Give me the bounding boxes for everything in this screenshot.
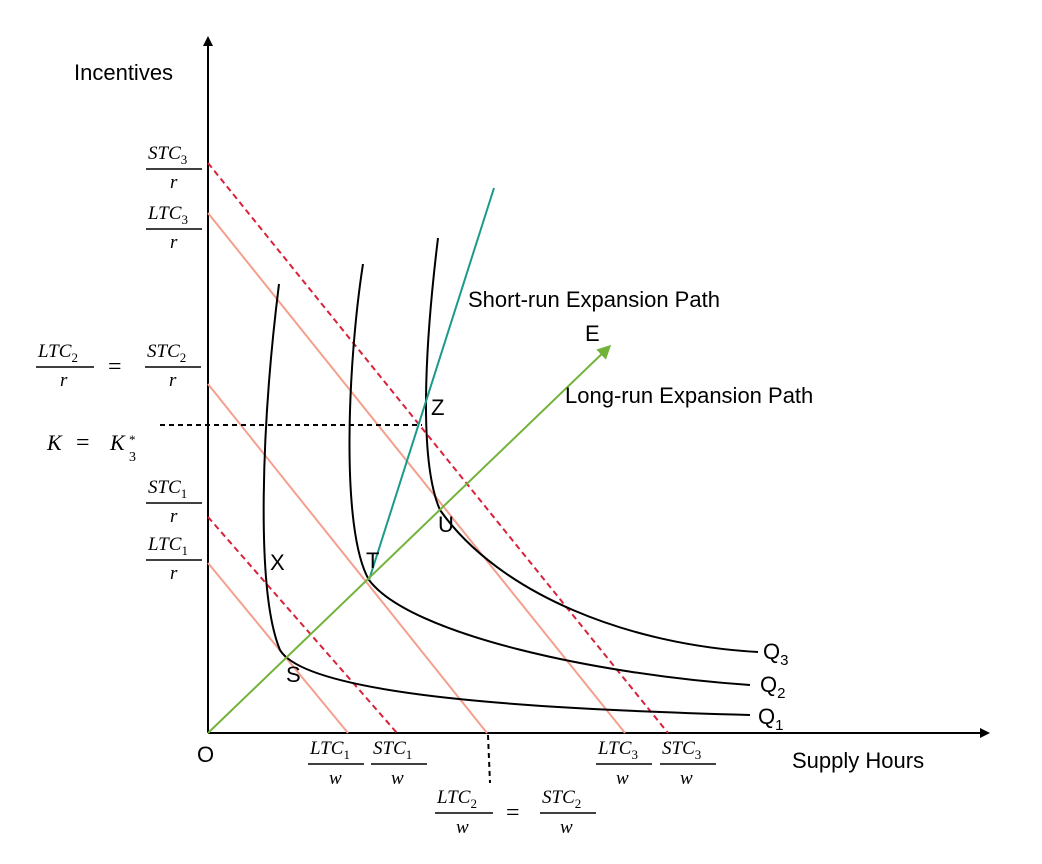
svg-text:*: * xyxy=(129,432,136,447)
svg-text:LTC3: LTC3 xyxy=(147,203,188,227)
svg-text:STC3: STC3 xyxy=(148,143,187,167)
y-tick-ltc1: LTC1 r xyxy=(146,534,202,584)
isocost-long-run-1 xyxy=(207,562,349,734)
svg-text:w: w xyxy=(391,768,404,789)
isocost-short-run-1 xyxy=(207,516,398,734)
short-run-expansion-path xyxy=(368,187,495,581)
isoquant-label-q2: Q2 xyxy=(760,672,785,702)
svg-text:LTC1: LTC1 xyxy=(309,738,350,762)
svg-text:r: r xyxy=(170,232,178,253)
guide-ltc2 xyxy=(487,734,491,784)
x-tick-ltc2-stc2: LTC2 w = STC2 w xyxy=(435,787,596,838)
isoquant-q3 xyxy=(425,237,759,653)
x-tick-stc1: STC1 w xyxy=(371,738,427,789)
svg-text:=: = xyxy=(76,430,90,456)
y-tick-stc3: STC3 r xyxy=(146,143,202,193)
isoquant-q1 xyxy=(262,283,751,716)
point-label-z: Z xyxy=(431,395,444,420)
point-label-x: X xyxy=(270,550,285,575)
point-label-e: E xyxy=(585,321,600,346)
y-tick-stc1: STC1 r xyxy=(146,477,202,527)
point-label-u: U xyxy=(438,512,454,537)
x-axis-label: Supply Hours xyxy=(792,748,924,773)
svg-text:LTC2: LTC2 xyxy=(436,787,477,811)
svg-text:LTC3: LTC3 xyxy=(597,738,638,762)
origin-label: O xyxy=(197,742,214,767)
svg-text:STC1: STC1 xyxy=(373,738,412,762)
x-tick-stc3: STC3 w xyxy=(660,738,716,789)
svg-text:w: w xyxy=(456,817,469,838)
svg-text:STC3: STC3 xyxy=(662,738,701,762)
svg-text:STC2: STC2 xyxy=(542,787,581,811)
svg-text:=: = xyxy=(108,354,122,380)
svg-text:K: K xyxy=(46,430,63,455)
isoquant-label-q1: Q1 xyxy=(758,704,783,734)
isocost-long-run-2 xyxy=(207,383,488,734)
svg-text:r: r xyxy=(169,370,177,391)
svg-text:r: r xyxy=(170,172,178,193)
long-run-expansion-path xyxy=(207,344,612,734)
isoquant-label-q3: Q3 xyxy=(763,639,788,669)
point-label-s: S xyxy=(286,662,301,687)
y-axis-label: Incentives xyxy=(74,60,173,85)
svg-text:STC1: STC1 xyxy=(148,477,187,501)
svg-text:r: r xyxy=(60,370,68,391)
long-run-path-label: Long-run Expansion Path xyxy=(565,383,813,408)
y-tick-ltc3: LTC3 r xyxy=(146,203,202,253)
svg-text:w: w xyxy=(560,817,573,838)
x-tick-ltc3: LTC3 w xyxy=(596,738,652,789)
point-label-t: T xyxy=(366,548,379,573)
isocost-short-run-3 xyxy=(207,162,669,734)
short-run-path-label: Short-run Expansion Path xyxy=(468,287,720,312)
y-tick-k3: K = K * 3 xyxy=(46,430,136,465)
svg-text:LTC1: LTC1 xyxy=(147,534,188,558)
svg-text:STC2: STC2 xyxy=(147,341,186,365)
svg-text:=: = xyxy=(506,800,520,826)
isoquant-q2 xyxy=(348,263,751,686)
svg-text:K: K xyxy=(109,430,126,455)
y-tick-ltc2-stc2: LTC2 r = STC2 r xyxy=(36,341,201,391)
svg-text:3: 3 xyxy=(129,450,136,465)
svg-text:r: r xyxy=(170,563,178,584)
x-tick-ltc1: LTC1 w xyxy=(308,738,364,789)
svg-text:w: w xyxy=(680,768,693,789)
svg-text:w: w xyxy=(329,768,342,789)
svg-text:LTC2: LTC2 xyxy=(37,341,78,365)
svg-text:r: r xyxy=(170,506,178,527)
svg-text:w: w xyxy=(616,768,629,789)
